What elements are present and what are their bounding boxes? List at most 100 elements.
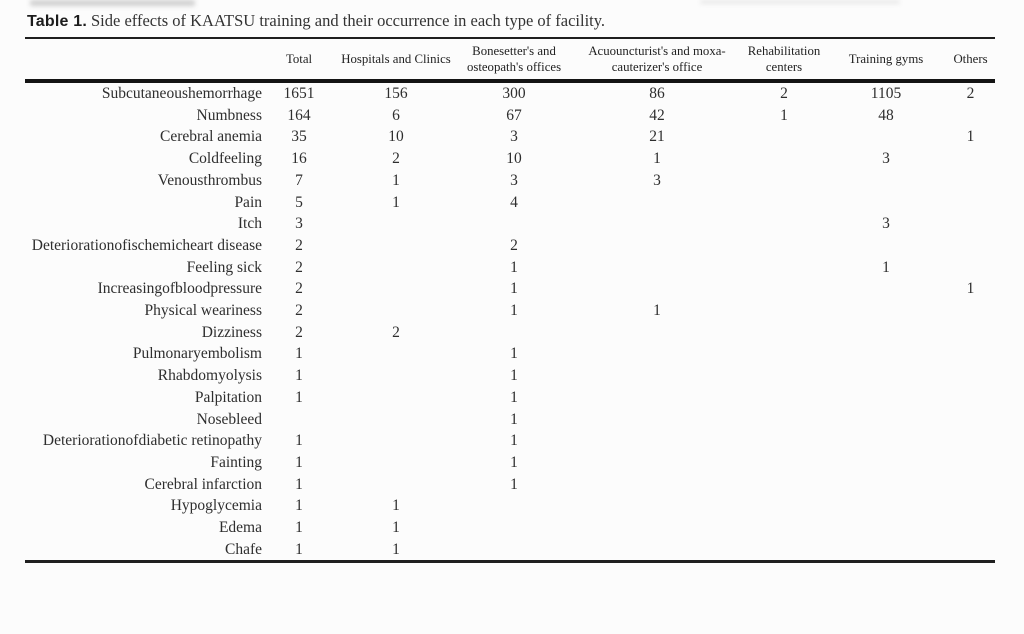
cell — [572, 192, 742, 214]
table-row: Numbness 164 6 67 42 1 48 — [25, 105, 995, 127]
cell — [826, 430, 946, 452]
cell — [946, 539, 995, 562]
cell — [826, 474, 946, 496]
table-row: Venousthrombus 7 1 3 3 — [25, 170, 995, 192]
cell: 1 — [510, 410, 518, 428]
row-label: Coldfeeling — [188, 150, 262, 168]
cell — [572, 235, 742, 257]
cell: 1 — [295, 367, 303, 385]
row-label: Fainting — [210, 453, 262, 471]
cell — [946, 365, 995, 387]
cell: 35 — [291, 128, 307, 146]
cell: 2 — [392, 323, 400, 341]
scan-artifact — [30, 0, 195, 6]
cell: 1 — [510, 432, 518, 450]
cell: 3 — [510, 128, 518, 146]
cell — [826, 343, 946, 365]
cell — [456, 539, 572, 562]
row-label: Rhabdomyolysis — [157, 367, 262, 385]
cell — [946, 474, 995, 496]
cell — [456, 322, 572, 344]
cell: 1651 — [283, 85, 315, 102]
cell: 2 — [295, 280, 303, 298]
cell — [572, 409, 742, 431]
cell — [742, 257, 826, 279]
cell: 3 — [653, 171, 661, 189]
cell — [572, 322, 742, 344]
corner-header — [25, 38, 262, 81]
cell — [826, 365, 946, 387]
row-label: Feeling sick — [186, 258, 262, 276]
side-effects-table: Total Hospitals and Clinics Bonesetter's a… — [25, 37, 995, 563]
cell: 1 — [510, 388, 518, 406]
cell: 86 — [649, 85, 665, 102]
cell — [572, 278, 742, 300]
row-label: Edema — [218, 519, 262, 537]
cell — [826, 387, 946, 409]
cell — [742, 343, 826, 365]
table-row: Hypoglycemia 1 1 — [25, 495, 995, 517]
cell: 1 — [653, 150, 661, 168]
cell — [742, 170, 826, 192]
cell: 2 — [510, 236, 518, 254]
cell — [336, 278, 456, 300]
cell — [946, 387, 995, 409]
cell — [826, 539, 946, 562]
table-row: Cerebral anemia 35 10 3 21 1 — [25, 126, 995, 148]
cell: 1105 — [870, 85, 902, 102]
cell: 1 — [966, 128, 975, 146]
cell — [946, 148, 995, 170]
cell — [456, 517, 572, 539]
cell: 6 — [392, 106, 400, 124]
cell — [946, 300, 995, 322]
cell — [946, 170, 995, 192]
row-label: Pain — [234, 193, 262, 211]
cell: 2 — [295, 258, 303, 276]
cell: 67 — [506, 106, 522, 124]
cell — [742, 126, 826, 148]
row-label: Hypoglycemia — [170, 497, 262, 515]
cell: 1 — [392, 193, 400, 211]
cell — [946, 452, 995, 474]
cell: 1 — [295, 345, 303, 363]
cell — [456, 495, 572, 517]
table-row: Fainting 1 1 — [25, 452, 995, 474]
cell — [946, 322, 995, 344]
row-label: Palpitation — [194, 388, 262, 406]
cell: 3 — [882, 215, 890, 233]
cell — [742, 148, 826, 170]
cell — [572, 387, 742, 409]
cell — [826, 235, 946, 257]
cell: 1 — [882, 258, 890, 276]
table-row: Palpitation 1 1 — [25, 387, 995, 409]
cell — [826, 170, 946, 192]
cell — [742, 365, 826, 387]
row-label: Cerebral anemia — [160, 128, 262, 146]
column-header: Training gyms — [848, 52, 924, 66]
cell — [826, 322, 946, 344]
cell — [742, 495, 826, 517]
cell — [336, 430, 456, 452]
table-row: Cerebral infarction 1 1 — [25, 474, 995, 496]
cell: 1 — [780, 106, 788, 124]
cell — [742, 213, 826, 235]
cell — [336, 257, 456, 279]
cell — [826, 409, 946, 431]
cell — [572, 365, 742, 387]
column-header: Bonesetter's and osteopath's offices — [466, 44, 562, 74]
cell — [742, 452, 826, 474]
cell — [336, 213, 456, 235]
cell — [336, 300, 456, 322]
cell — [946, 105, 995, 127]
cell: 1 — [966, 280, 975, 298]
cell: 1 — [510, 280, 518, 298]
cell: 3 — [882, 150, 890, 168]
row-label: Cerebral infarction — [144, 475, 262, 493]
table-row: Coldfeeling 16 2 10 1 3 — [25, 148, 995, 170]
cell — [826, 192, 946, 214]
column-header: Rehabilitation centers — [747, 44, 821, 74]
cell — [336, 474, 456, 496]
table-row: Rhabdomyolysis 1 1 — [25, 365, 995, 387]
table-row: Deteriorationofischemicheart disease 2 2 — [25, 235, 995, 257]
cell — [336, 235, 456, 257]
